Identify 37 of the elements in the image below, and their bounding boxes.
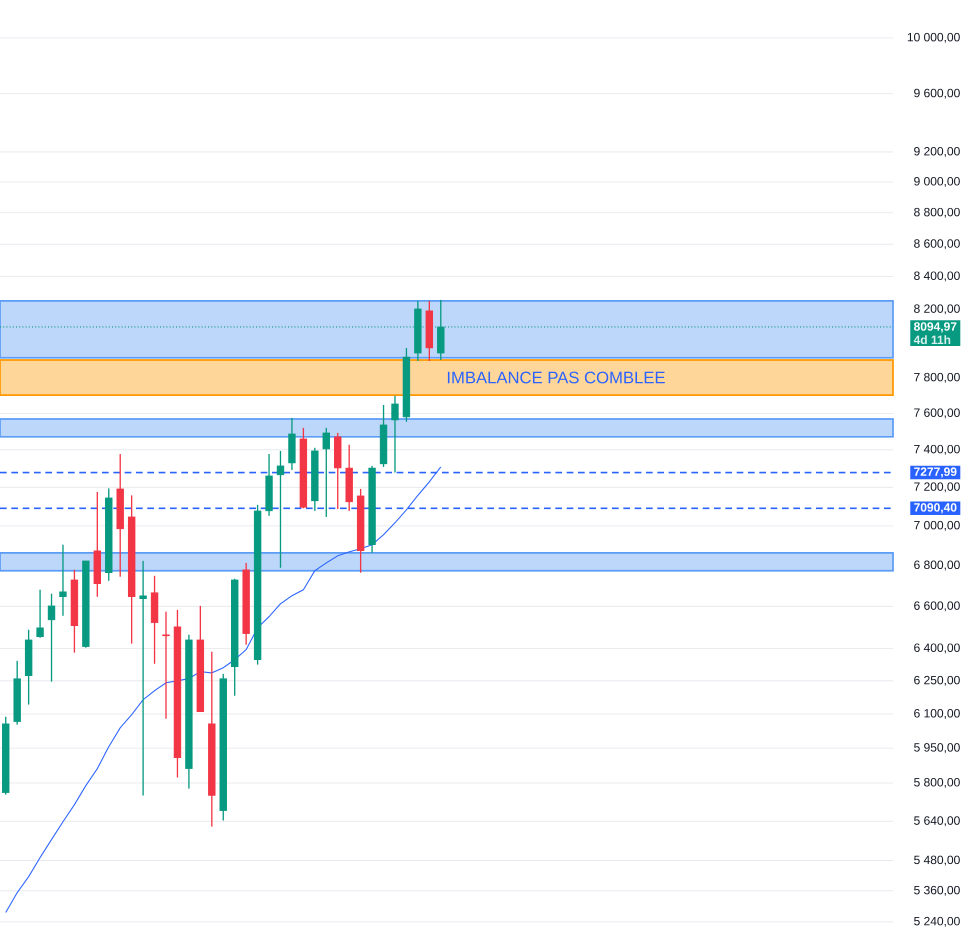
y-tick-label: 5 640,00 xyxy=(914,816,960,826)
text: 4d 11h xyxy=(914,335,950,344)
y-tick-label: 6 600,00 xyxy=(914,601,960,612)
y-tick-label: 5 950,00 xyxy=(914,743,960,754)
candlestick xyxy=(322,427,330,518)
y-tick-label: 6 800,00 xyxy=(914,560,960,570)
candlestick xyxy=(48,593,56,682)
y-tick-label: 8 200,00 xyxy=(914,304,960,314)
y-tick-label: 9 600,00 xyxy=(914,88,960,99)
y-tick-label: 7 400,00 xyxy=(914,444,960,455)
ref-line-label: 7090,40 xyxy=(914,503,956,514)
y-tick-label: 6 250,00 xyxy=(914,676,960,686)
band-label: IMBALANCE PAS COMBLEE xyxy=(448,372,665,384)
y-tick-label: 9 200,00 xyxy=(914,146,960,157)
ref-line-label: 8094,97 xyxy=(914,322,956,332)
y-tick-label: 8 600,00 xyxy=(914,239,960,250)
candlestick xyxy=(139,560,147,796)
y-tick-label: 5 800,00 xyxy=(914,778,960,788)
y-tick-label: 8 800,00 xyxy=(914,208,960,218)
ref-line-label: 7277,99 xyxy=(914,467,957,478)
y-tick-label: 8 400,00 xyxy=(914,271,960,282)
y-tick-label: 7 200,00 xyxy=(914,482,960,492)
y-tick-label: 7 600,00 xyxy=(914,408,960,418)
y-tick-label: 9 000,00 xyxy=(914,177,960,187)
y-tick-label: 6 400,00 xyxy=(914,643,960,654)
y-tick-label: 5 360,00 xyxy=(914,886,960,896)
candlestick xyxy=(59,544,67,616)
candlestick xyxy=(36,589,44,638)
y-tick-label: 10 000,00 xyxy=(908,32,960,43)
candlestick xyxy=(162,610,170,720)
y-tick-label: 5 240,00 xyxy=(914,916,960,927)
y-tick-label: 7 000,00 xyxy=(914,520,960,531)
candlestick xyxy=(391,395,399,474)
y-tick-label: 5 480,00 xyxy=(914,856,960,866)
candlestick xyxy=(276,450,284,568)
y-tick-label: 7 800,00 xyxy=(914,372,960,383)
y-tick-label: 6 100,00 xyxy=(914,709,960,719)
